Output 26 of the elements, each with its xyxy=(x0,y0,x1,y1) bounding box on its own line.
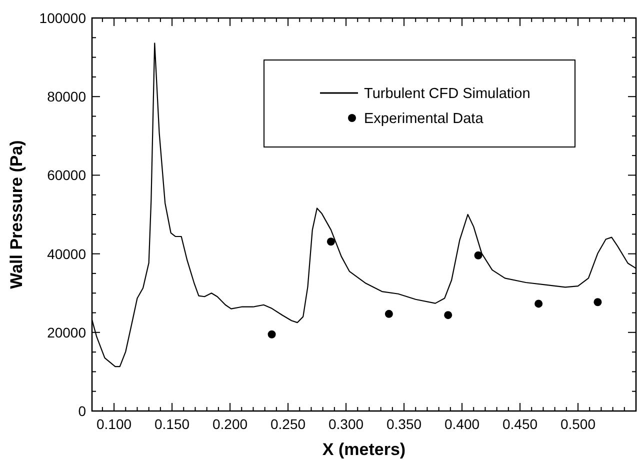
x-tick-label: 0.350 xyxy=(386,416,422,432)
y-tick-label: 0 xyxy=(78,403,86,419)
y-axis-title: Wall Pressure (Pa) xyxy=(7,140,26,289)
point xyxy=(326,238,335,246)
legend-label: Experimental Data xyxy=(364,111,484,127)
x-tick-label: 0.100 xyxy=(96,416,132,432)
point xyxy=(384,310,393,318)
x-tick-label: 0.400 xyxy=(444,416,480,432)
x-tick-label: 0.300 xyxy=(328,416,364,432)
point xyxy=(474,251,482,260)
y-tick-label: 100000 xyxy=(39,10,86,26)
x-tick-label: 0.250 xyxy=(270,416,306,432)
point xyxy=(444,311,452,320)
point xyxy=(594,298,602,306)
y-tick-label: 80000 xyxy=(47,88,86,105)
x-tick-label: 0.450 xyxy=(502,416,538,432)
y-tick-label: 60000 xyxy=(47,167,86,184)
point xyxy=(534,300,543,308)
point xyxy=(268,330,276,338)
y-tick-label: 20000 xyxy=(47,324,86,340)
x-axis-title: X (meters) xyxy=(322,440,406,459)
legend-label: Turbulent CFD Simulation xyxy=(364,86,530,102)
x-tick-label: 0.500 xyxy=(560,416,596,432)
x-tick-label: 0.200 xyxy=(212,416,248,432)
y-tick-label: 40000 xyxy=(47,246,86,262)
x-tick-label: 0.150 xyxy=(154,416,190,432)
